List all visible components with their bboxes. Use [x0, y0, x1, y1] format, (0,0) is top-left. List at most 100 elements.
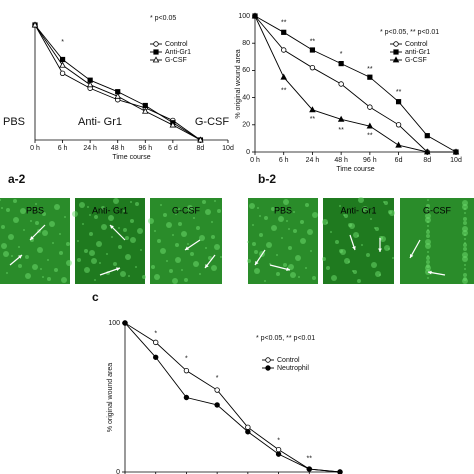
annotation: *	[185, 356, 188, 363]
speckle	[264, 280, 266, 282]
speckle	[82, 223, 84, 225]
annotation: *	[216, 375, 219, 382]
speckle	[87, 206, 89, 208]
speckle	[426, 256, 430, 260]
speckle	[37, 247, 43, 253]
y-tick-label: 80	[242, 40, 250, 47]
arrow-head	[352, 246, 356, 250]
speckle	[205, 209, 211, 215]
speckle	[94, 215, 98, 219]
speckle	[362, 206, 368, 212]
speckle	[42, 230, 48, 236]
legend-label: Anti-Gr1	[165, 49, 191, 56]
speckle	[276, 272, 280, 276]
speckle	[172, 278, 178, 284]
speckle	[427, 199, 429, 201]
speckle	[322, 219, 328, 225]
speckle	[464, 238, 466, 240]
overlay-label: G-CSF	[195, 116, 230, 128]
speckle	[13, 199, 17, 203]
marker	[245, 424, 251, 430]
speckle	[427, 255, 429, 257]
speckle	[72, 211, 78, 217]
speckle	[305, 267, 307, 269]
speckle	[463, 247, 467, 251]
arrow-head	[110, 225, 114, 229]
speckle	[130, 237, 136, 243]
speckle	[266, 242, 272, 248]
speckle	[290, 272, 296, 278]
stat-note: * p<0.05, ** p<0.01	[380, 29, 439, 36]
speckle	[312, 212, 318, 218]
speckle	[84, 249, 88, 253]
speckle	[283, 199, 289, 205]
marker	[153, 41, 159, 47]
x-tick-label: 6 h	[279, 157, 289, 164]
speckle	[269, 263, 271, 265]
x-tick-label: 24 h	[306, 157, 320, 164]
speckle	[160, 204, 162, 206]
image-label: PBS	[26, 205, 44, 215]
speckle	[42, 212, 46, 216]
speckle	[142, 275, 146, 279]
speckle	[259, 233, 263, 237]
speckle	[426, 234, 430, 238]
speckle	[254, 250, 258, 254]
speckle	[47, 259, 49, 261]
speckle	[84, 267, 90, 273]
speckle	[276, 254, 278, 256]
annotation: **	[307, 455, 313, 462]
marker	[86, 81, 94, 88]
speckle	[427, 229, 429, 231]
image-label: Anti- Gr1	[340, 205, 376, 215]
x-tick-label: 6 d	[168, 145, 178, 152]
speckle	[25, 255, 29, 259]
speckle	[64, 216, 66, 218]
speckle	[59, 251, 63, 255]
speckle	[178, 208, 180, 210]
marker	[424, 148, 431, 155]
panel-label: b-2	[258, 172, 276, 186]
marker	[367, 104, 373, 110]
speckle	[463, 277, 467, 281]
arrow-head	[18, 255, 22, 259]
speckle	[175, 243, 179, 247]
speckle	[148, 218, 154, 224]
annotation: **	[367, 66, 373, 73]
annotation: **	[310, 116, 316, 123]
legend-label: Neutrophil	[277, 365, 309, 372]
speckle	[353, 232, 359, 238]
micrograph	[0, 198, 72, 284]
speckle	[331, 275, 337, 281]
marker	[214, 402, 220, 408]
arrow-head	[255, 261, 259, 265]
speckle	[130, 201, 132, 203]
speckle	[340, 249, 346, 255]
marker	[281, 29, 287, 35]
y-tick-label: 0	[116, 469, 120, 474]
x-tick-label: 10d	[450, 157, 462, 164]
speckle	[271, 225, 277, 231]
marker	[281, 47, 287, 53]
series-line	[254, 15, 457, 153]
speckle	[361, 244, 363, 246]
speckle	[157, 239, 161, 243]
speckle	[135, 266, 137, 268]
speckle	[326, 222, 328, 224]
arrow-head	[428, 270, 432, 275]
annotation: **	[281, 20, 287, 27]
speckle	[259, 215, 261, 217]
speckle	[89, 250, 95, 256]
marker	[338, 61, 344, 67]
marker	[309, 47, 316, 53]
micrograph	[400, 198, 474, 284]
marker	[337, 469, 343, 474]
speckle	[425, 243, 431, 249]
speckle	[463, 243, 467, 247]
marker	[395, 141, 402, 148]
x-tick-label: 8d	[197, 145, 205, 152]
marker	[142, 107, 149, 114]
speckle	[123, 228, 127, 232]
speckle	[254, 268, 260, 274]
